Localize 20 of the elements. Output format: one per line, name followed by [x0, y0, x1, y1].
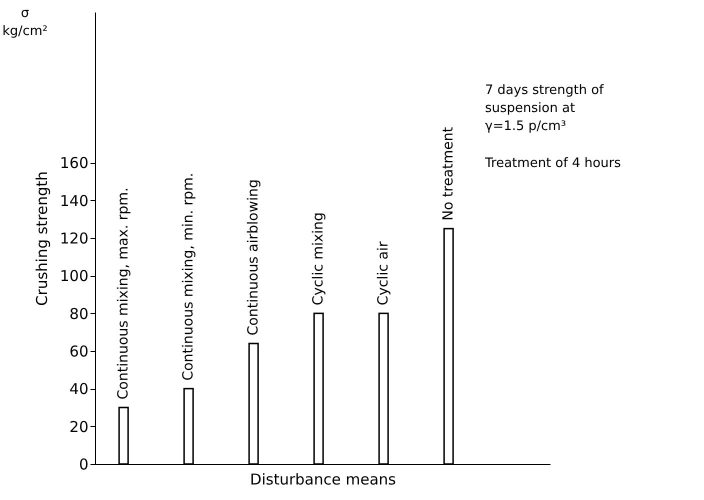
- text: 7 days strength of suspension at γ=1.5 p/cm³: [485, 83, 604, 134]
- x-tick-label: Continuous mixing, max. rpm.: [116, 187, 132, 400]
- x-tick-label: Continuous mixing, min. rpm.: [180, 172, 197, 381]
- y-tick-label: 0: [78, 456, 88, 474]
- y-tick-label: 100: [60, 267, 88, 286]
- y-tick-label: 80: [69, 304, 88, 323]
- x-tick-label: Continuous airblowing: [246, 179, 262, 336]
- x-tick-label: Cyclic air: [376, 241, 392, 306]
- text: σ kg/cm²: [2, 6, 48, 39]
- y-tick-label: 140: [60, 192, 88, 210]
- y-tick-label: 120: [60, 230, 88, 248]
- y-tick-label: 40: [69, 380, 88, 398]
- y-axis-title: Crushing strength: [32, 171, 51, 306]
- y-tick-label: 60: [69, 342, 88, 360]
- x-axis-title: Disturbance means: [250, 470, 396, 488]
- y-tick-label: 160: [60, 154, 88, 172]
- x-tick-label: No treatment: [440, 126, 457, 221]
- x-tick-label: Cyclic mixing: [310, 212, 327, 306]
- text: Treatment of 4 hours: [484, 156, 622, 171]
- y-tick-label: 20: [69, 418, 88, 436]
